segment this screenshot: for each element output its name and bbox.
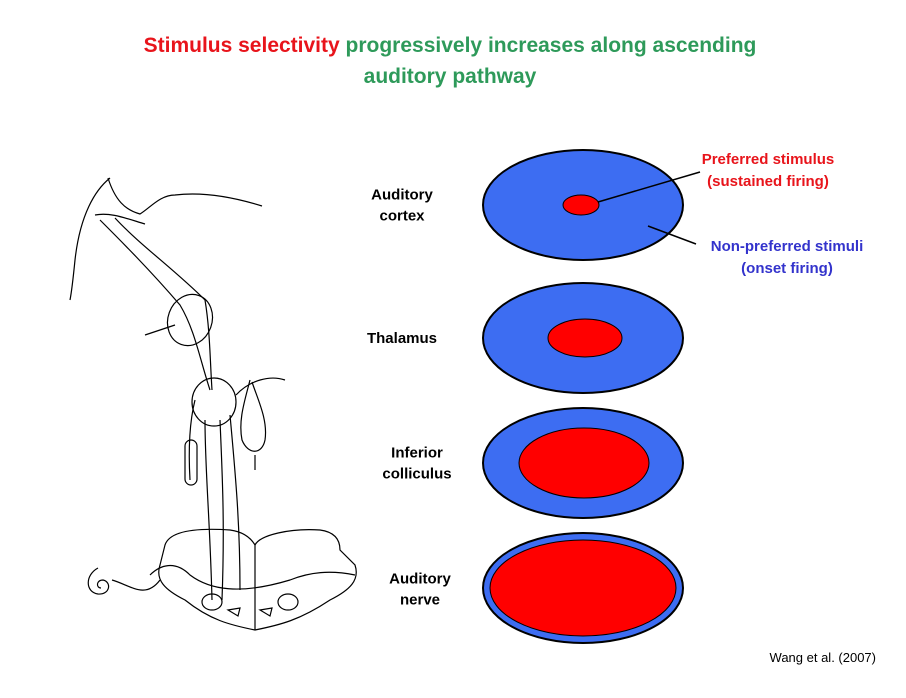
non-preferred-note: (onset firing) — [741, 260, 833, 277]
cortex-map — [482, 149, 684, 261]
annotations: Preferred stimulus (sustained firing) Non-… — [702, 151, 864, 277]
stage-label: Auditory — [371, 187, 433, 204]
non-preferred-note: Non-preferred stimuli — [711, 238, 864, 255]
title-line-2: auditory pathway — [364, 65, 537, 88]
title-rest: progressively increases along ascending — [346, 34, 757, 57]
stage-label: Inferior — [391, 445, 443, 462]
pathway-sketch — [69, 177, 357, 631]
preferred-note: (sustained firing) — [707, 173, 829, 190]
stage-label: nerve — [400, 592, 440, 609]
pointer — [597, 171, 701, 203]
stage-label: Thalamus — [367, 330, 437, 347]
stage-labels: Auditory cortex Thalamus Inferior colliculus… — [367, 187, 452, 609]
preferred-note: Preferred stimulus — [702, 151, 835, 168]
pointer — [647, 225, 697, 245]
nerve-map — [482, 532, 684, 644]
stage-label: Auditory — [389, 571, 451, 588]
stage-label: colliculus — [382, 466, 451, 483]
stage-label: cortex — [379, 208, 425, 225]
thalamus-map — [482, 282, 684, 394]
citation: Wang et al. (2007) — [770, 650, 876, 665]
colliculus-map — [482, 407, 684, 519]
title-highlight: Stimulus selectivity — [144, 34, 340, 57]
title-line-1: Stimulus selectivity progressively incre… — [144, 34, 757, 57]
